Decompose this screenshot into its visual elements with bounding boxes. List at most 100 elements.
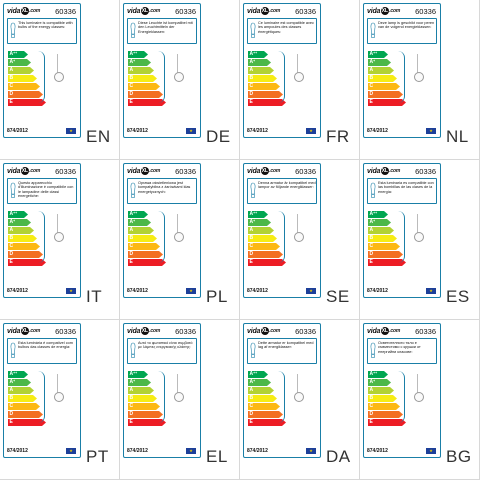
compatibility-text: Diese Leuchte ist kompatibel mit den Leu… (138, 21, 193, 34)
brand-mark: XL (20, 7, 29, 15)
lamp-icon (294, 392, 304, 402)
energy-class-letter: A (9, 387, 14, 393)
compatibility-text: Ce luminaire est compatible avec les amp… (258, 21, 314, 34)
energy-class-scale: A++ A+ A B C D E (368, 51, 406, 107)
energy-class-letter: D (369, 91, 374, 97)
energy-class-letter: A (9, 51, 14, 57)
energy-class-letter: B (129, 395, 134, 401)
energy-class-bar: A (368, 67, 394, 74)
brand-logo: vida XL .com (7, 7, 40, 15)
energy-class-plus: + (253, 219, 256, 223)
brand-prefix: vida (367, 327, 381, 335)
lamp-icon (54, 392, 64, 402)
energy-class-bar: A+ (8, 219, 31, 226)
lamp-icon (414, 72, 424, 82)
lamp-cord-icon (417, 54, 418, 73)
energy-class-bar: A (8, 387, 34, 394)
energy-class-bar: A (368, 227, 394, 234)
lamp-icon (54, 72, 64, 82)
energy-label-card: vida XL .com 60336 Dette armatur er kompatib… (243, 323, 321, 458)
energy-label-cell-el: vida XL .com 60336 Αυτό το φωτιστικό είναι σ… (120, 320, 240, 480)
compatibility-text: Dette armatur er kompatibel med lag af e… (258, 341, 314, 350)
energy-class-bar: D (128, 251, 163, 258)
energy-class-plus: + (373, 219, 376, 223)
language-code: BG (446, 447, 472, 466)
energy-class-letter: E (9, 419, 13, 425)
eu-flag-icon: ★ (306, 288, 316, 294)
energy-class-plus: + (373, 379, 376, 383)
energy-class-scale: A++ A+ A B C D E (248, 371, 286, 427)
energy-class-letter: B (249, 75, 254, 81)
regulation-number: 874/2012 (367, 128, 388, 134)
energy-class-plus: + (133, 379, 136, 383)
language-code: ES (446, 287, 470, 306)
brand-suffix: .com (269, 8, 281, 14)
energy-class-bar: B (8, 75, 37, 82)
energy-label-cell-se: vida XL .com 60336 Denna armatur är kompatib… (240, 160, 360, 320)
energy-class-letter: A (129, 379, 134, 385)
energy-class-letter: A (249, 371, 254, 377)
energy-class-bar: C (248, 83, 280, 90)
bracket-icon (38, 371, 45, 423)
energy-class-bar: E (128, 99, 166, 106)
energy-class-letter: A (9, 211, 14, 217)
brand-suffix: .com (149, 168, 161, 174)
brand-logo: vida XL .com (127, 7, 160, 15)
brand-prefix: vida (7, 327, 21, 335)
energy-class-letter: E (369, 259, 373, 265)
energy-class-letter: A (9, 67, 14, 73)
energy-class-letter: A (9, 371, 14, 377)
energy-class-letter: D (249, 411, 254, 417)
energy-class-plus: + (133, 219, 136, 223)
bulb-icon (130, 182, 136, 200)
energy-class-bar: A (128, 387, 154, 394)
energy-class-letter: E (249, 419, 253, 425)
energy-class-letter: D (249, 91, 254, 97)
product-code: 60336 (175, 327, 196, 336)
energy-class-letter: C (129, 403, 134, 409)
bulb-icon (370, 182, 376, 200)
brand-prefix: vida (367, 7, 381, 15)
brand-mark: XL (380, 327, 389, 335)
language-code: DE (206, 127, 231, 146)
energy-label-card: vida XL .com 60336 Ce luminaire est compatib… (243, 3, 321, 138)
brand-prefix: vida (127, 167, 141, 175)
compatibility-info-box: This luminaire is compatible with bulbs … (7, 18, 77, 44)
energy-class-letter: A (369, 371, 374, 377)
energy-class-bar: A++ (8, 51, 28, 58)
energy-class-bar: B (128, 75, 157, 82)
energy-class-letter: A (249, 67, 254, 73)
energy-class-bar: B (368, 395, 397, 402)
regulation-number: 874/2012 (247, 128, 268, 134)
regulation-number: 874/2012 (247, 448, 268, 454)
eu-flag-icon: ★ (186, 128, 196, 134)
energy-class-letter: C (9, 243, 14, 249)
energy-label-cell-en: vida XL .com 60336 This luminaire is compati… (0, 0, 120, 160)
compatibility-text: Осветителното тяло е съвместимо с крушки… (378, 341, 421, 354)
energy-label-cell-fr: vida XL .com 60336 Ce luminaire est compatib… (240, 0, 360, 160)
energy-class-letter: E (9, 259, 13, 265)
energy-class-letter: C (129, 83, 134, 89)
lamp-cord-icon (297, 54, 298, 73)
bulb-icon (370, 22, 376, 40)
energy-class-bar: A++ (128, 211, 148, 218)
energy-class-bar: D (8, 251, 43, 258)
brand-logo: vida XL .com (127, 167, 160, 175)
energy-class-letter: A (9, 379, 14, 385)
energy-class-bar: A++ (8, 371, 28, 378)
brand-mark: XL (140, 327, 149, 335)
bulb-icon (370, 342, 376, 360)
energy-class-letter: E (369, 419, 373, 425)
compatibility-info-box: Questo apparecchio d'illuminazione è com… (7, 178, 77, 204)
energy-label-cell-pt: vida XL .com 60336 Esta luminária é compatív… (0, 320, 120, 480)
regulation-number: 874/2012 (247, 288, 268, 294)
lamp-icon (294, 232, 304, 242)
energy-class-bar: E (128, 259, 166, 266)
energy-class-scale: A++ A+ A B C D E (8, 211, 46, 267)
brand-prefix: vida (247, 167, 261, 175)
eu-flag-icon: ★ (426, 288, 436, 294)
brand-suffix: .com (269, 168, 281, 174)
brand-logo: vida XL .com (247, 7, 280, 15)
energy-label-cell-de: vida XL .com 60336 Diese Leuchte ist kompati… (120, 0, 240, 160)
